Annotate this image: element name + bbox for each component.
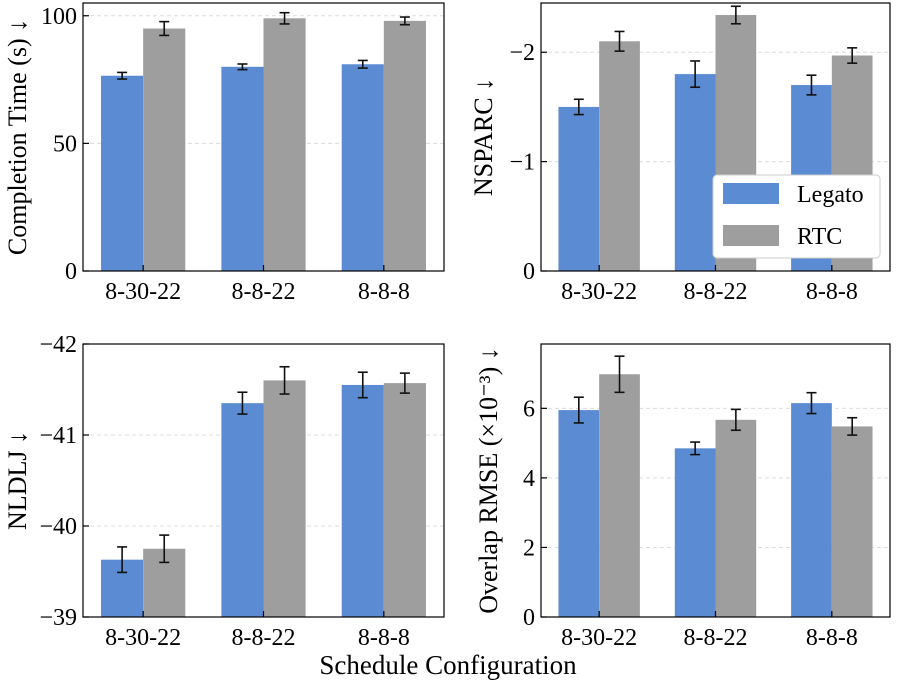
bar-legato xyxy=(221,66,264,271)
bar-rtc xyxy=(383,383,426,617)
x-tick-label: 8-30-22 xyxy=(105,279,181,305)
bar-legato xyxy=(674,74,716,271)
bar-legato xyxy=(221,403,264,617)
x-tick-label: 8-30-22 xyxy=(561,625,637,651)
bar-legato xyxy=(674,448,716,617)
bar-rtc xyxy=(599,374,640,617)
x-tick-label: 8-8-8 xyxy=(358,625,410,651)
y-tick-label: 6 xyxy=(523,396,535,422)
y-tick-label: −1 xyxy=(509,150,535,176)
chart-panel: 0 −1 −2 8-30-22 8-8-22 8-8-8 NSPARC ↓ xyxy=(469,2,891,305)
y-tick-label: 100 xyxy=(41,4,77,30)
x-tick-label: 8-8-8 xyxy=(806,279,858,305)
x-tick-label: 8-8-8 xyxy=(806,625,858,651)
bar-rtc xyxy=(263,18,306,271)
legend-label-rtc: RTC xyxy=(797,224,842,250)
bar-rtc xyxy=(263,380,306,617)
bar-rtc xyxy=(831,426,873,617)
bar-legato xyxy=(341,64,384,271)
bar-legato xyxy=(101,75,144,271)
legend-label-legato: Legato xyxy=(797,182,864,208)
y-axis-label: NLDLJ ↓ xyxy=(3,431,32,530)
x-tick-label: 8-8-22 xyxy=(232,279,296,305)
x-axis-label: Schedule Configuration xyxy=(319,650,577,680)
y-axis-label: Completion Time (s) ↓ xyxy=(3,19,32,255)
x-tick-label: 8-8-22 xyxy=(684,279,748,305)
y-tick-label: 2 xyxy=(523,535,535,561)
y-tick-label: −39 xyxy=(39,605,77,631)
bar-rtc xyxy=(143,28,186,272)
y-tick-label: −41 xyxy=(39,423,77,449)
chart-panel: −39 −40 −41 −42 8-30-22 8-8-22 8-8-8 NLDLJ ↓ xyxy=(3,332,445,651)
y-tick-label: 0 xyxy=(523,259,535,285)
bar-rtc xyxy=(715,419,757,617)
panels: 0 50 100 8-30-22 8-8-22 8-8-8 Completion Time … xyxy=(3,2,891,651)
y-axis-label: NSPARC ↓ xyxy=(469,78,498,196)
bar-rtc xyxy=(383,20,426,271)
bar-legato xyxy=(558,106,600,271)
legend-swatch-legato xyxy=(723,183,779,204)
bar-rtc xyxy=(599,41,640,272)
bar-legato xyxy=(341,384,384,617)
y-tick-label: −42 xyxy=(39,332,77,358)
y-tick-label: 0 xyxy=(523,605,535,631)
y-tick-label: −40 xyxy=(39,514,77,540)
y-axis-label: Overlap RMSE (×10⁻³) ↓ xyxy=(474,347,503,614)
y-tick-label: 4 xyxy=(523,466,535,492)
x-tick-label: 8-30-22 xyxy=(105,625,181,651)
y-tick-label: 50 xyxy=(53,131,77,157)
y-tick-label: 0 xyxy=(65,259,77,285)
x-tick-label: 8-8-8 xyxy=(358,279,410,305)
legend: Legato RTC xyxy=(712,174,881,259)
chart-panel: 0 2 4 6 8-30-22 8-8-22 8-8-8 Overlap RMSE (×10⁻… xyxy=(474,343,891,651)
x-tick-label: 8-8-22 xyxy=(684,625,748,651)
chart-panel: 0 50 100 8-30-22 8-8-22 8-8-8 Completion Time … xyxy=(3,2,445,305)
y-tick-label: −2 xyxy=(509,40,535,66)
bar-legato xyxy=(791,403,832,617)
legend-swatch-rtc xyxy=(723,225,779,246)
x-tick-label: 8-8-22 xyxy=(232,625,296,651)
bar-legato xyxy=(558,410,600,617)
x-tick-label: 8-30-22 xyxy=(561,279,637,305)
